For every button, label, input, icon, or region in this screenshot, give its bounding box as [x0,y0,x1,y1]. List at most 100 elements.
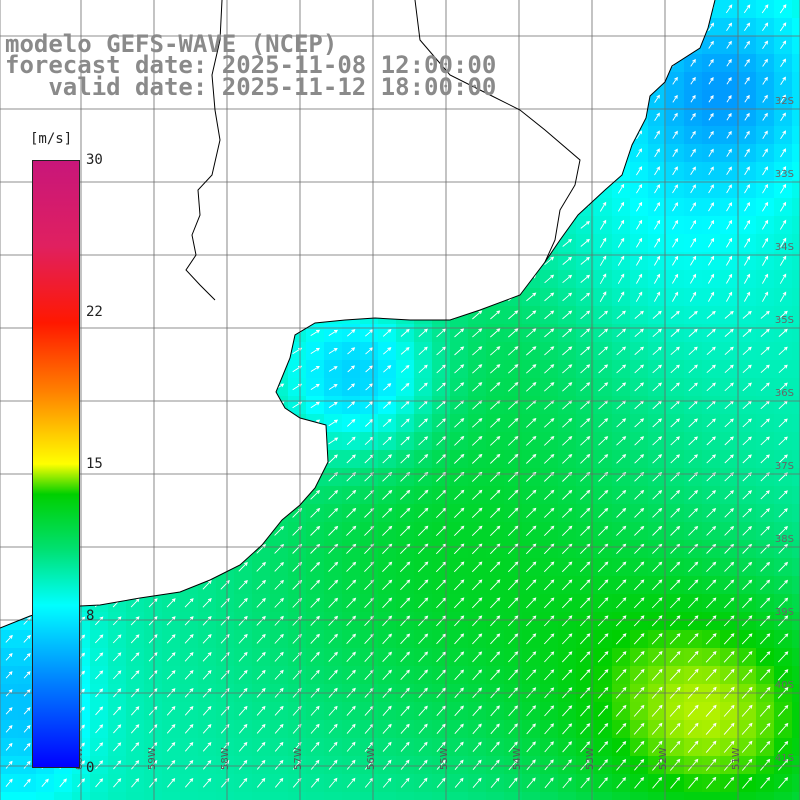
wind-vector [562,256,573,265]
wind-vector [526,328,537,338]
wind-vector [310,383,320,390]
wind-vector [400,346,410,355]
wind-vector [472,777,482,788]
wind-vector [167,777,176,788]
wind-vector [687,668,699,681]
wind-vector [652,418,662,428]
wind-vector [130,706,140,716]
wind-vector [489,417,501,428]
wind-vector [23,742,31,751]
wind-vector [760,508,770,518]
wind-vector [346,507,357,518]
wind-vector [544,651,555,663]
wind-vector [148,616,158,626]
wind-vector [310,347,321,354]
wind-vector [131,760,140,770]
latitude-label: 36S [775,388,794,399]
wind-speed-cell [450,792,469,800]
wind-vector [580,328,591,338]
wind-vector [382,436,392,446]
wind-vector [616,310,626,320]
wind-vector [779,4,787,14]
wind-vector [508,310,519,320]
wind-vector [598,525,609,536]
wind-vector [690,130,696,139]
wind-vector [706,328,716,337]
wind-vector [526,705,537,717]
wind-vector [490,615,501,627]
wind-vector [418,382,428,392]
wind-vector [616,525,627,536]
wind-vector [687,633,699,645]
wind-vector [690,291,697,302]
wind-vector [417,561,429,573]
wind-vector [597,704,609,717]
wind-speed-cell [792,90,800,109]
longitude-label: 54W [512,747,523,770]
wind-vector [382,669,392,681]
wind-vector [616,777,626,789]
wind-vector [561,543,573,555]
wind-vector [148,634,158,644]
wind-vector [417,579,429,591]
wind-vector [526,364,537,374]
wind-speed-cell [792,450,800,469]
wind-vector [347,365,355,373]
wind-vector [184,616,194,626]
wind-vector [274,633,284,644]
wind-vector [382,597,393,609]
wind-vector [202,616,212,626]
wind-vector [598,777,608,789]
wind-speed-cell [792,162,800,181]
wind-vector [598,418,609,428]
wind-vector [762,40,769,49]
wind-vector [744,201,750,212]
wind-vector [579,543,591,555]
wind-vector [113,742,122,752]
wind-speed-cell [792,774,800,793]
wind-vector [400,723,410,734]
wind-vector [400,418,410,428]
wind-vector [651,651,663,663]
wind-vector [651,668,663,681]
wind-vector [762,291,769,302]
wind-vector [382,651,393,663]
wind-vector [670,490,681,500]
wind-vector [256,633,266,644]
wind-vector [507,525,519,537]
colorbar [32,160,80,768]
wind-vector [708,130,714,139]
wind-vector [526,346,537,356]
wind-speed-cell [558,792,577,800]
wind-vector [672,273,679,284]
wind-vector [436,741,446,752]
wind-speed-cell [432,792,451,800]
wind-vector [382,705,392,716]
wind-vector [256,561,266,572]
wind-vector [672,184,679,194]
wind-vector [453,507,465,519]
wind-vector [708,291,715,302]
wind-vector [489,543,501,555]
wind-vector [202,580,212,590]
wind-vector [778,310,788,319]
wind-vector [744,255,751,266]
wind-speed-cell [522,792,541,800]
wind-vector [417,507,429,518]
wind-vector [490,633,501,645]
wind-vector [762,183,768,194]
wind-vector [706,454,716,464]
wind-vector [690,166,696,176]
wind-vector [634,525,645,536]
wind-vector [579,615,591,627]
wind-vector [706,382,716,392]
wind-vector [579,597,591,609]
wind-vector [328,347,338,354]
wind-vector [526,777,536,789]
wind-vector [726,291,733,302]
wind-vector [580,274,591,283]
wind-vector [778,615,789,627]
wind-vector [690,76,696,85]
wind-vector [95,742,104,752]
wind-speed-cell [342,792,361,800]
